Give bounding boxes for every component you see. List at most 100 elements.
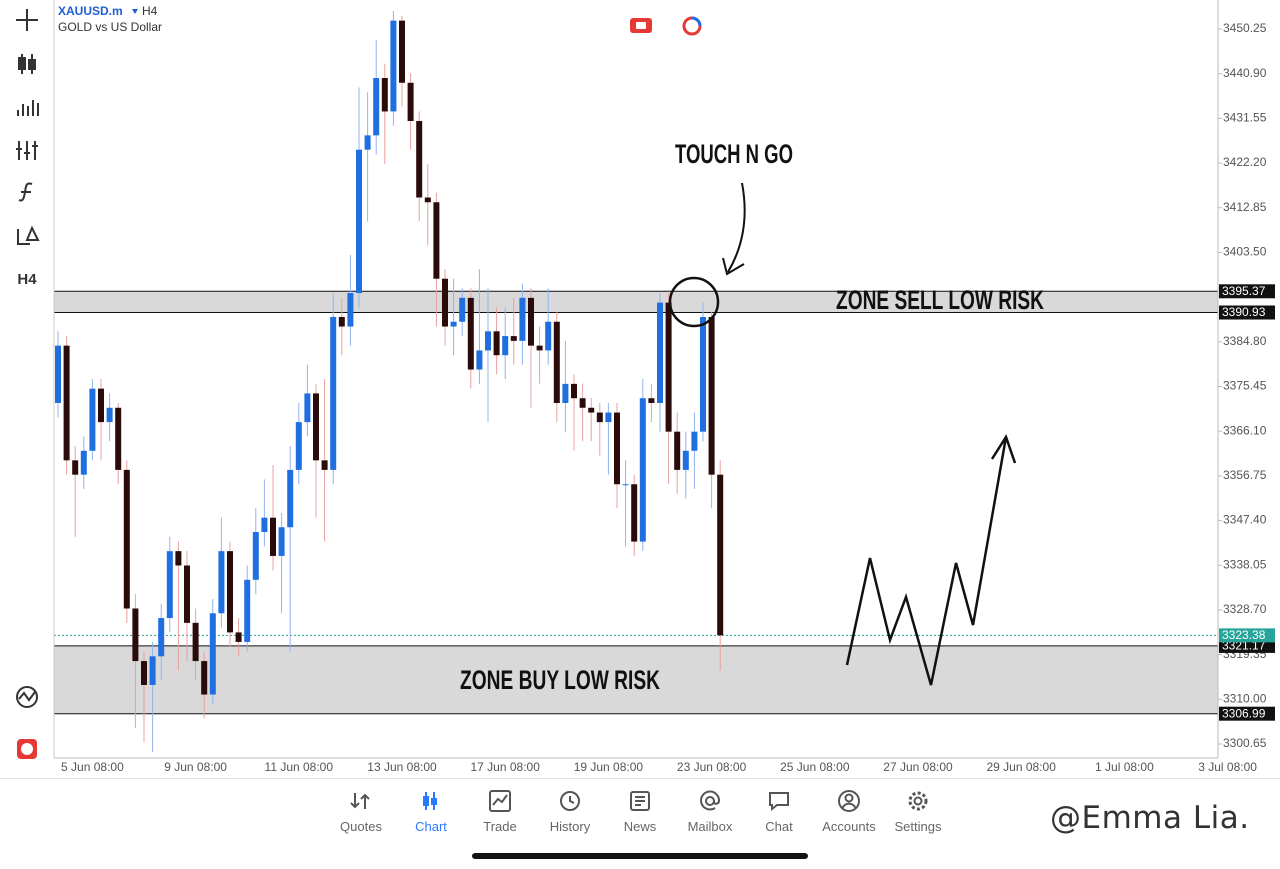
nav-item[interactable]: History	[535, 785, 605, 834]
candle-body	[545, 321, 552, 351]
nav-icon	[560, 791, 580, 811]
candle-body	[347, 293, 354, 327]
candle-layer	[55, 11, 724, 752]
candle-body	[295, 422, 302, 470]
price-level-box	[1219, 284, 1275, 299]
signal-icon-arc	[691, 16, 702, 27]
crosshair-tool[interactable]	[16, 9, 38, 31]
candle-body	[485, 331, 491, 351]
candle-body	[571, 383, 577, 399]
analytics-tool-line	[18, 691, 36, 702]
analytics-tool[interactable]	[16, 686, 38, 708]
price-level-box	[1219, 628, 1275, 643]
nav-icon	[908, 791, 928, 811]
price-level-label: 3323.38	[1222, 628, 1266, 642]
price-level-box	[1219, 305, 1275, 320]
price-level-label: 3395.37	[1222, 284, 1266, 298]
candle-body	[364, 135, 371, 150]
indicators-tool[interactable]	[16, 141, 38, 160]
candle-body	[682, 450, 689, 470]
candle-body	[381, 77, 388, 112]
one-click-icon-inner	[636, 22, 646, 29]
candle-body	[700, 316, 706, 432]
nav-item[interactable]: Mailbox	[675, 785, 745, 834]
plot-area	[54, 0, 1218, 758]
toolbar	[16, 9, 40, 708]
nav-item[interactable]: Quotes	[326, 785, 396, 834]
nav-icon	[423, 792, 437, 810]
volume-tool[interactable]	[17, 100, 39, 116]
zone	[54, 645, 1218, 714]
annotation-text: TOUCH N GO	[675, 139, 793, 169]
x-tick-label: 17 Jun 08:00	[470, 760, 540, 774]
function-tool[interactable]	[18, 182, 33, 202]
y-tick-label: 3384.80	[1223, 334, 1267, 348]
candle-body	[536, 345, 543, 351]
candle-body	[123, 469, 130, 609]
y-tick-label: 3338.05	[1223, 557, 1267, 571]
candle-body	[416, 121, 423, 198]
nav-item[interactable]: Settings	[883, 785, 953, 834]
price-level-box	[1219, 638, 1275, 653]
price-level-label: 3306.99	[1222, 706, 1266, 720]
candle-body	[278, 527, 285, 556]
x-tick-label: 29 Jun 08:00	[986, 760, 1056, 774]
nav-item[interactable]: Chart	[396, 785, 466, 834]
nav-label: Chat	[765, 819, 793, 834]
price-level-box	[1219, 706, 1275, 721]
zone-label: ZONE SELL LOW RISK	[836, 285, 1044, 315]
nav-label: History	[549, 819, 591, 834]
candle-body	[201, 661, 208, 695]
candle-body	[605, 412, 612, 423]
y-tick-label: 3412.85	[1223, 200, 1267, 214]
x-tick-label: 3 Jul 08:00	[1198, 760, 1257, 774]
candle-body	[639, 398, 646, 542]
home-indicator	[472, 853, 808, 859]
candle-body	[149, 656, 156, 685]
candle-body	[657, 302, 663, 403]
chart-type-body	[28, 59, 36, 70]
toolbar-timeframe[interactable]: H4	[17, 271, 37, 288]
candle-body	[80, 450, 87, 475]
y-tick-label: 3347.40	[1223, 513, 1267, 527]
candle-body	[72, 460, 79, 475]
candle-body	[338, 316, 345, 327]
x-tick-label: 1 Jul 08:00	[1095, 760, 1154, 774]
watermark: @Emma Lia.	[1050, 800, 1250, 836]
y-tick-label: 3450.25	[1223, 21, 1267, 35]
candle-body	[304, 393, 311, 423]
objects-tool[interactable]	[17, 225, 40, 245]
symbol[interactable]: XAUUSD.m	[58, 4, 123, 18]
x-tick-label: 5 Jun 08:00	[61, 760, 124, 774]
candle-body	[287, 469, 294, 528]
candle-body	[89, 388, 96, 451]
candle-body	[399, 20, 405, 83]
nav-item[interactable]: Trade	[465, 785, 535, 834]
candle-body	[467, 297, 474, 370]
nav-icon	[350, 793, 370, 809]
candle-body	[261, 517, 268, 533]
zone-layer: ZONE SELL LOW RISK ZONE BUY LOW RISK	[54, 285, 1218, 715]
nav-item[interactable]: Chat	[744, 785, 814, 834]
dropdown-icon[interactable]	[132, 9, 138, 14]
chart-type-body	[18, 57, 26, 70]
chart: ZONE SELL LOW RISK ZONE BUY LOW RISK 3450…	[16, 0, 1275, 774]
candle-body	[493, 331, 500, 356]
candle-body	[614, 412, 620, 485]
nav-icon	[769, 792, 789, 812]
nav-label: Mailbox	[687, 819, 733, 834]
candle-body	[579, 398, 586, 408]
nav-item[interactable]: Accounts	[814, 785, 884, 834]
projection-arrowhead	[990, 434, 1017, 464]
candle-body	[502, 336, 509, 356]
y-tick-label: 3366.10	[1223, 423, 1267, 437]
nav-item[interactable]: News	[605, 785, 675, 834]
x-tick-label: 23 Jun 08:00	[677, 760, 747, 774]
candle-body	[528, 297, 534, 346]
touch-circle	[668, 276, 720, 328]
candle-body	[63, 345, 70, 461]
nav-icon	[700, 790, 721, 811]
y-tick-label: 3403.50	[1223, 245, 1267, 259]
candle-body	[674, 431, 681, 470]
